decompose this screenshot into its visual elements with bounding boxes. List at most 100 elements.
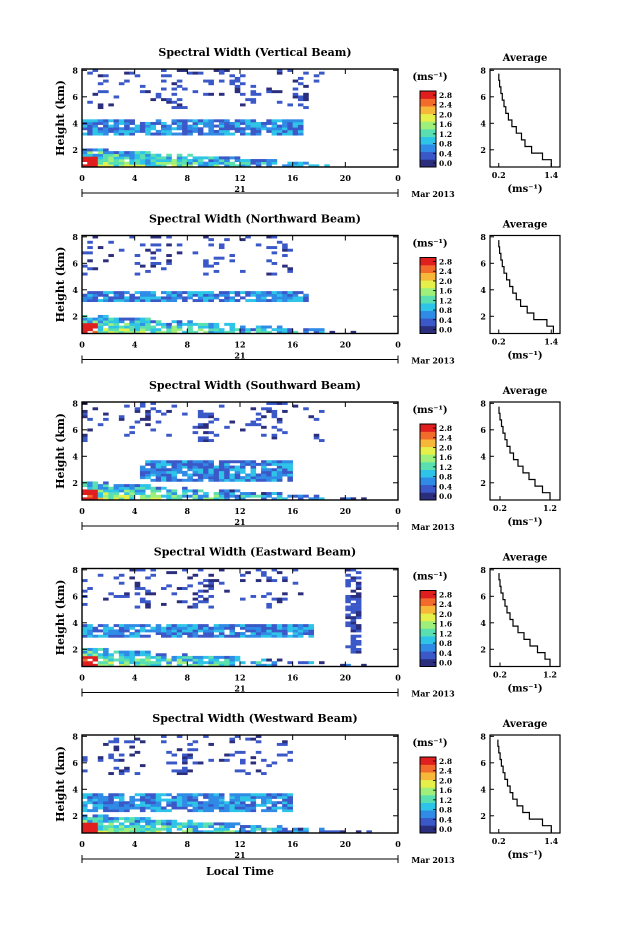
heat-cell xyxy=(155,235,162,239)
heat-cell xyxy=(271,597,278,601)
heat-cell xyxy=(261,594,267,598)
heat-cell xyxy=(82,124,88,128)
heat-cell xyxy=(124,492,130,495)
heat-cell xyxy=(203,164,209,168)
heat-cell xyxy=(266,592,272,596)
heat-cell xyxy=(192,161,199,165)
heat-cell xyxy=(203,624,209,628)
heat-cell xyxy=(129,661,135,665)
heat-cell xyxy=(161,602,167,606)
heat-cell xyxy=(218,161,225,165)
heat-cell xyxy=(176,624,183,628)
x-tick-label: 12 xyxy=(234,173,245,183)
heat-cell xyxy=(224,238,230,242)
heat-cell xyxy=(118,632,125,636)
heat-cell xyxy=(145,798,151,802)
heat-cell xyxy=(345,573,351,577)
heat-cell xyxy=(176,494,183,498)
heat-cell xyxy=(229,830,236,834)
y-tick-label: 6 xyxy=(72,758,78,768)
heat-cell xyxy=(192,425,199,429)
heat-cell xyxy=(145,320,151,324)
heat-cell xyxy=(129,822,135,826)
heat-cell xyxy=(203,261,209,265)
heat-cell xyxy=(282,465,288,469)
heat-cell xyxy=(150,663,157,667)
heat-cell xyxy=(87,325,93,329)
heat-cell xyxy=(255,634,262,638)
heat-cell xyxy=(208,412,214,416)
heat-cell xyxy=(203,124,209,128)
heat-cell xyxy=(203,589,209,593)
heat-cell xyxy=(176,132,183,136)
y-axis-label: Height (km) xyxy=(54,247,67,323)
heat-cell xyxy=(150,264,157,268)
heat-cell xyxy=(124,825,130,828)
heat-cell xyxy=(176,801,183,805)
heat-cell xyxy=(313,417,320,421)
heat-cell xyxy=(97,655,104,659)
heat-cell xyxy=(276,571,283,575)
heat-cell xyxy=(145,325,151,329)
heat-cell xyxy=(139,825,146,828)
heat-cell xyxy=(250,159,257,162)
heat-cell xyxy=(197,568,204,572)
heat-cell xyxy=(266,159,272,162)
heat-cell xyxy=(103,626,109,630)
heat-cell xyxy=(197,624,204,628)
heat-cell xyxy=(292,87,299,91)
colorbar-tick-label: 2.0 xyxy=(439,110,452,119)
heat-cell xyxy=(261,663,267,667)
heat-cell xyxy=(97,817,104,821)
heat-cell xyxy=(161,470,167,474)
heat-cell xyxy=(292,79,299,83)
heat-cell xyxy=(276,299,283,303)
x-tick-label: 20 xyxy=(340,173,352,183)
heat-cell xyxy=(355,587,362,590)
heat-cell xyxy=(203,661,209,665)
heat-cell xyxy=(271,497,278,501)
heat-cell xyxy=(271,161,278,165)
heat-cell xyxy=(103,492,109,495)
heat-cell xyxy=(139,330,146,334)
heat-cell xyxy=(187,753,193,757)
heat-cell xyxy=(161,132,167,136)
heat-cell xyxy=(139,486,146,490)
heat-cell xyxy=(266,409,272,413)
heat-cell xyxy=(145,806,151,810)
heat-cell xyxy=(97,486,104,490)
colorbar-tick-label: 2.0 xyxy=(439,610,452,619)
heat-cell xyxy=(118,653,125,657)
heat-cell xyxy=(97,153,104,157)
heat-cell xyxy=(108,661,114,665)
heat-cell xyxy=(240,750,246,754)
heat-cell xyxy=(208,473,214,477)
heat-cell xyxy=(271,460,278,464)
heat-cell xyxy=(261,629,267,633)
heat-cell xyxy=(266,658,272,662)
heat-cell xyxy=(118,822,125,826)
heat-cell xyxy=(129,658,135,662)
heat-cell xyxy=(261,468,267,472)
heat-cell xyxy=(124,119,130,123)
heat-cell xyxy=(182,801,188,805)
heat-cell xyxy=(245,121,251,125)
y-tick-label: 6 xyxy=(72,92,78,102)
heat-cell xyxy=(171,761,178,765)
heat-cell xyxy=(150,465,157,469)
heat-cell xyxy=(161,494,167,498)
colorbar-segment xyxy=(420,454,436,463)
heat-cell xyxy=(150,819,157,823)
heat-cell xyxy=(203,325,209,329)
heat-cell xyxy=(82,296,88,300)
heat-cell xyxy=(297,497,304,501)
heat-cell xyxy=(182,756,188,760)
heat-cell xyxy=(92,806,99,810)
x-tick-label: 4 xyxy=(132,340,138,350)
heat-cell xyxy=(92,320,99,324)
heat-cell xyxy=(282,597,288,601)
heat-cell xyxy=(150,127,157,131)
heat-cell xyxy=(282,468,288,472)
heat-cell xyxy=(176,793,183,797)
heat-cell xyxy=(145,156,151,160)
